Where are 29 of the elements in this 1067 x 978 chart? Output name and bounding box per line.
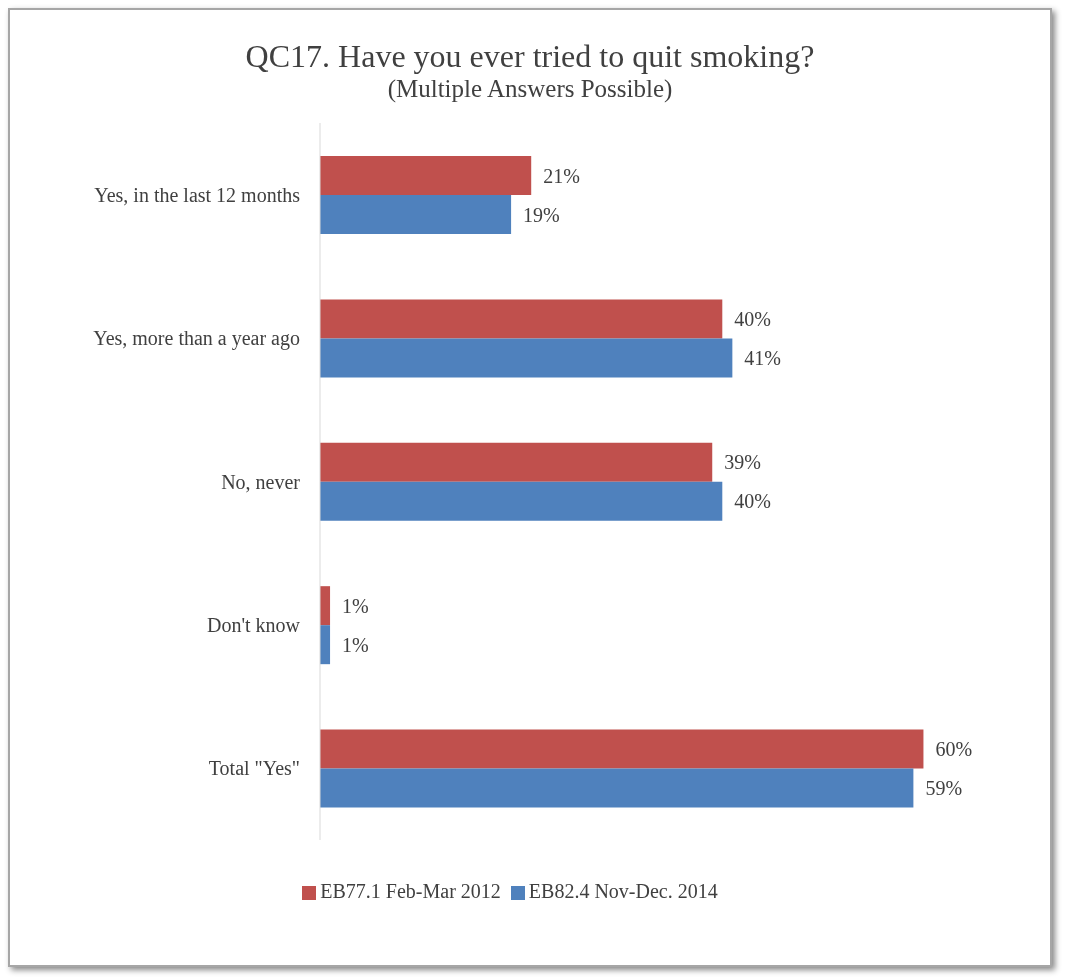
y-tick-label: Total "Yes"	[208, 757, 300, 780]
data-label: 1%	[342, 594, 369, 617]
bar	[320, 442, 713, 482]
data-label: 39%	[724, 451, 761, 474]
data-label: 60%	[935, 738, 973, 761]
chart-title: QC17. Have you ever tried to quit smoking?	[244, 38, 816, 75]
chart-subtitle: (Multiple Answers Possible)	[386, 75, 674, 103]
data-label: 1%	[342, 633, 369, 656]
bar	[320, 729, 924, 769]
bar	[320, 194, 512, 234]
bar	[320, 625, 331, 665]
legend-label: EB77.1 Feb-Mar 2012	[320, 880, 501, 902]
bar	[320, 768, 914, 808]
data-label: 19%	[523, 203, 560, 226]
bar	[320, 586, 331, 626]
data-label: 59%	[925, 777, 963, 800]
legend-label: EB82.4 Nov-Dec. 2014	[528, 880, 718, 902]
bar	[320, 155, 532, 195]
y-tick-label: Don't know	[206, 614, 301, 636]
bar	[320, 299, 723, 339]
bar	[320, 338, 733, 378]
y-tick-label: Yes, more than a year ago	[93, 327, 300, 351]
data-label: 40%	[734, 307, 771, 330]
data-label: 21%	[543, 164, 580, 187]
y-tick-label: No, never	[221, 470, 301, 493]
data-label: 41%	[744, 346, 782, 369]
bar	[320, 481, 723, 521]
data-label: 40%	[734, 490, 771, 513]
y-tick-label: Yes, in the last 12 months	[94, 183, 301, 206]
